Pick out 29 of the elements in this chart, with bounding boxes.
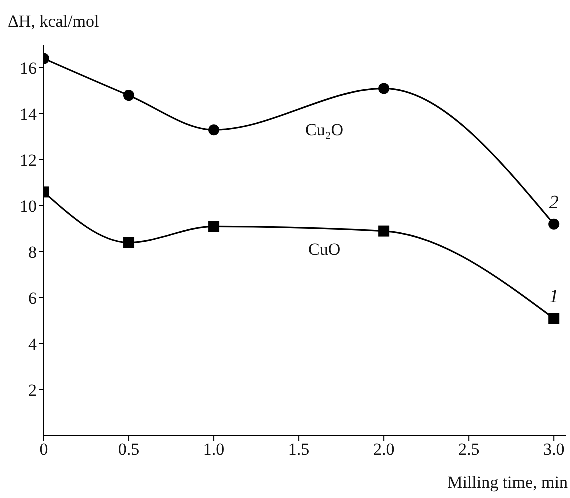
series-label: CuO — [308, 240, 341, 260]
y-tick-label: 14 — [20, 105, 38, 124]
point — [124, 237, 135, 248]
annotation: 1 — [549, 286, 559, 308]
x-tick-label: 0.5 — [118, 440, 140, 460]
y-tick-label: 2 — [28, 381, 37, 400]
point — [548, 313, 560, 324]
point — [548, 218, 560, 230]
y-tick-label: 6 — [28, 289, 37, 308]
point — [378, 83, 390, 94]
y-tick-label: 8 — [28, 243, 37, 262]
y-axis-title: ΔH, kcal/mol — [8, 12, 100, 32]
x-tick-label: 1.5 — [288, 440, 310, 460]
point — [208, 221, 220, 232]
x-tick-label: 2.5 — [458, 440, 480, 460]
annotation: 2 — [549, 192, 560, 214]
y-tick-label: 16 — [20, 59, 37, 78]
point — [378, 226, 390, 237]
y-tick-label: 12 — [20, 151, 37, 170]
series-label: Cu₂O — [306, 120, 344, 140]
x-tick-label: 3.0 — [543, 440, 565, 460]
y-tick-label: 4 — [28, 335, 38, 354]
point — [208, 124, 220, 136]
x-tick-label: 1.0 — [203, 440, 225, 460]
x-tick-label: 0 — [40, 440, 48, 460]
y-tick-label: 10 — [20, 197, 37, 216]
x-tick-label: 2.0 — [373, 440, 395, 460]
x-axis-title: Milling time, min — [448, 473, 568, 493]
point — [124, 90, 135, 102]
